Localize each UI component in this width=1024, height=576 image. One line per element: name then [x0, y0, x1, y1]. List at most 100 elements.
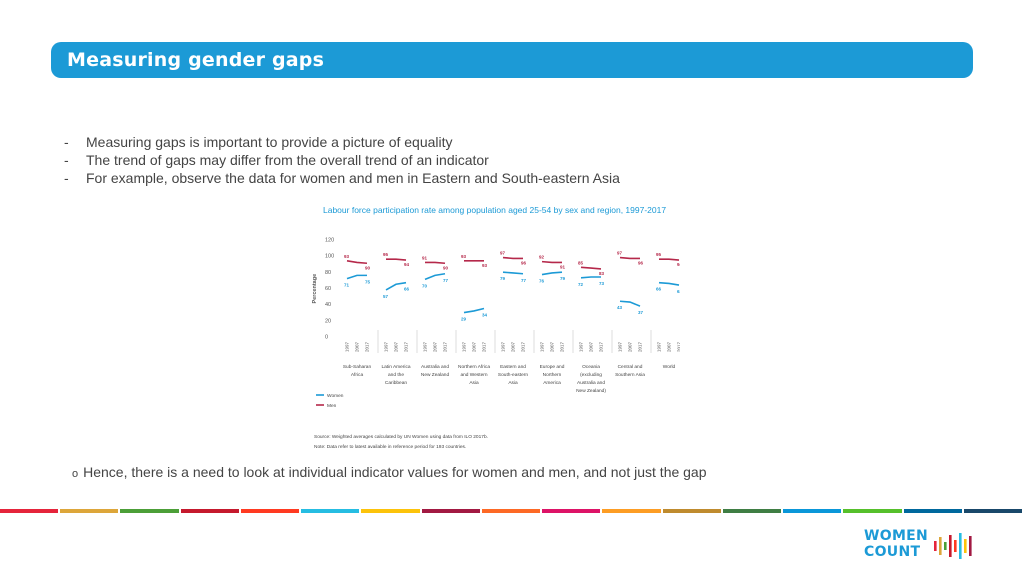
men-data-label: 91 [422, 255, 428, 260]
x-tick-label: 1997 [462, 341, 467, 352]
women-data-label: 70 [422, 283, 428, 288]
men-data-label: 96 [521, 260, 527, 265]
logo-bar [959, 533, 962, 559]
conclusion: o Hence, there is a need to look at indiv… [72, 464, 707, 480]
women-data-label: 34 [482, 313, 488, 318]
women-series-line [385, 281, 407, 291]
men-data-label: 83 [599, 271, 605, 276]
men-series-line [346, 260, 368, 265]
bullet-text: Measuring gaps is important to provide a… [86, 134, 453, 150]
men-series-line [425, 261, 446, 265]
chart-note: Note: Data refer to latest available in … [314, 444, 466, 450]
region-label: New Zealand) [576, 388, 606, 394]
logo-bar [954, 540, 957, 552]
logo-bar [964, 539, 967, 553]
x-tick-label: 1997 [345, 341, 350, 352]
women-data-label: 57 [383, 294, 389, 299]
region-label: South-eastern [498, 372, 528, 378]
region-label: (excluding [580, 372, 602, 378]
logo-bar [939, 537, 942, 555]
region-label: Southern Asia [615, 372, 645, 378]
strip-segment [60, 509, 119, 513]
x-tick-label: 2007 [511, 341, 516, 352]
strip-segment [361, 509, 420, 513]
region-label: Asia [508, 380, 518, 386]
y-tick-label: 80 [325, 270, 331, 276]
y-tick-label: 40 [325, 302, 331, 308]
women-data-label: 71 [344, 283, 350, 288]
strip-segment [963, 509, 1022, 513]
y-tick-label: 20 [325, 318, 331, 324]
x-tick-label: 1997 [618, 341, 623, 352]
region-label: Europe and [540, 364, 565, 370]
men-series-line [541, 260, 562, 264]
bullet-item: - For example, observe the data for wome… [64, 169, 620, 187]
x-tick-label: 2007 [433, 341, 438, 352]
men-data-label: 94 [677, 262, 680, 267]
x-tick-label: 2017 [677, 341, 681, 352]
strip-segment [240, 509, 300, 513]
women-series-line [346, 274, 367, 280]
region-label: New Zealand [421, 372, 450, 378]
women-data-label: 37 [638, 310, 644, 315]
women-data-label: 73 [599, 281, 605, 286]
women-data-label: 77 [443, 278, 449, 283]
x-tick-label: 2007 [472, 341, 477, 352]
legend-label-men: Men [327, 403, 337, 409]
bullet-marker: - [64, 152, 69, 168]
region-label: World [663, 364, 676, 370]
women-series-line [502, 271, 524, 275]
page-title: Measuring gender gaps [67, 49, 325, 71]
women-count-logo: WOMEN COUNT [864, 526, 976, 566]
men-data-label: 95 [383, 252, 389, 257]
bullet-text: The trend of gaps may differ from the ov… [86, 152, 489, 168]
strip-segment [843, 509, 902, 513]
region-label: America [543, 380, 561, 386]
men-series-line [619, 256, 640, 260]
men-data-label: 97 [617, 251, 623, 256]
men-series-line [502, 256, 523, 260]
y-tick-label: 60 [325, 286, 331, 292]
women-data-label: 76 [539, 279, 545, 284]
region-label: Asia [469, 380, 479, 386]
y-tick-label: 100 [325, 254, 334, 260]
logo-word-count: COUNT [864, 544, 921, 560]
region-label: Eastern and [500, 364, 526, 370]
region-label: Australia and [421, 364, 449, 370]
bullet-item: - The trend of gaps may differ from the … [64, 151, 620, 169]
x-tick-label: 1997 [657, 341, 662, 352]
region-label: Sub-Saharan [343, 364, 372, 370]
region-label: Australia and [577, 380, 605, 386]
region-label: Africa [351, 372, 364, 378]
x-tick-label: 2017 [560, 341, 565, 352]
x-tick-label: 2017 [404, 341, 409, 352]
men-data-label: 94 [404, 262, 410, 267]
strip-segment [421, 509, 480, 513]
x-tick-label: 2017 [638, 341, 643, 352]
women-series-line [619, 300, 641, 307]
strip-segment [602, 509, 661, 513]
region-label: and the [388, 372, 404, 378]
y-tick-label: 0 [325, 335, 328, 341]
bullet-marker: - [64, 134, 69, 150]
women-series-line [658, 281, 680, 286]
logo-bar [969, 536, 972, 556]
y-axis-label: Percentage [312, 274, 318, 304]
women-data-label: 77 [521, 278, 527, 283]
women-series-line [541, 271, 563, 276]
logo-word-women: WOMEN [864, 528, 929, 544]
x-tick-label: 2007 [394, 341, 399, 352]
bullet-list: - Measuring gaps is important to provide… [64, 133, 620, 187]
men-data-label: 91 [560, 264, 566, 269]
women-data-label: 75 [365, 279, 371, 284]
conclusion-text: Hence, there is a need to look at indivi… [83, 464, 707, 480]
men-data-label: 93 [482, 263, 488, 268]
x-tick-label: 2017 [521, 341, 526, 352]
region-label: and Western [460, 372, 487, 378]
chart: Labour force participation rate among po… [300, 200, 680, 455]
women-data-label: 79 [500, 276, 506, 281]
x-tick-label: 2007 [355, 341, 360, 352]
x-tick-label: 2017 [482, 341, 487, 352]
women-data-label: 72 [578, 282, 584, 287]
x-tick-label: 1997 [423, 341, 428, 352]
